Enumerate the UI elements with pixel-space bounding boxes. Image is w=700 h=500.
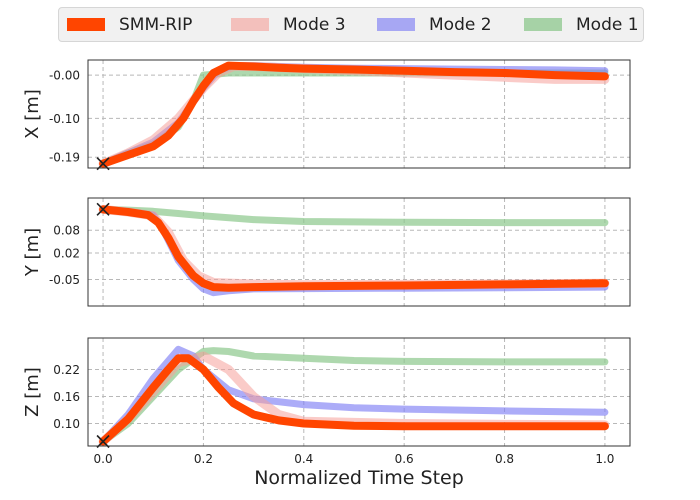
legend-label-smm-rip: SMM-RIP (119, 14, 193, 35)
subplot-y-m-y-tick-label-2: 0.08 (53, 224, 80, 238)
legend-item-mode-1: Mode 1 (524, 8, 639, 41)
subplot-z-m-y-axis-label: Z [m] (22, 367, 43, 417)
subplot-y-m-frame (87, 197, 631, 307)
subplot-y-m-y-tick-label-1: 0.02 (53, 246, 80, 260)
subplot-x-m: -0.19 -0.10 -0.00 X [m] (22, 59, 631, 171)
subplot-z-m-y-tick-label-0: 0.10 (53, 417, 80, 431)
subplot-z-m-series-smm-rip (99, 354, 609, 446)
legend-swatch-mode-2 (377, 18, 415, 31)
x-tick-label-4: 0.8 (495, 452, 514, 466)
subplot-z-m-y-tick-label-2: 0.22 (53, 363, 80, 377)
subplot-x-m-y-tick-label-1: -0.10 (49, 112, 80, 126)
legend-item-mode-3: Mode 3 (231, 8, 346, 41)
legend-label-mode-3: Mode 3 (283, 14, 346, 35)
subplot-z-m-y-tick-label-1: 0.16 (53, 390, 80, 404)
x-tick-label-2: 0.4 (294, 452, 313, 466)
legend-swatch-smm-rip (67, 18, 105, 31)
subplot-y-m-start-marker (96, 202, 110, 216)
legend-item-mode-2: Mode 2 (377, 8, 492, 41)
x-axis-label: Normalized Time Step (254, 467, 464, 489)
x-tick-label-5: 1.0 (595, 452, 614, 466)
subplot-x-m-y-tick-label-2: -0.00 (49, 69, 80, 83)
legend: SMM-RIP Mode 3 Mode 2 Mode 1 (58, 7, 644, 42)
legend-label-mode-2: Mode 2 (429, 14, 492, 35)
subplot-z-m-frame (87, 337, 631, 447)
subplot-z-m-series-mode-2 (99, 345, 609, 445)
legend-swatch-mode-1 (524, 18, 562, 31)
x-tick-label-1: 0.2 (194, 452, 213, 466)
subplot-y-m: -0.05 0.02 0.08 Y [m] (22, 197, 631, 307)
legend-label-mode-1: Mode 1 (576, 14, 639, 35)
subplot-x-m-frame (87, 59, 631, 169)
legend-swatch-mode-3 (231, 18, 269, 31)
subplot-y-m-start-marker-stroke-b (96, 202, 110, 216)
subplot-x-m-y-tick-label-0: -0.19 (49, 151, 80, 165)
subplot-y-m-y-axis-label: Y [m] (22, 228, 43, 277)
subplot-x-m-y-axis-label: X [m] (22, 89, 43, 139)
subplot-y-m-series-smm-rip (99, 205, 609, 292)
subplot-y-m-y-tick-label-0: -0.05 (49, 273, 80, 287)
subplot-z-m: 0.10 0.16 0.22 Z [m] 0.0 0.2 0.4 0.6 0.8 1.0 (22, 337, 631, 466)
x-tick-label-0: 0.0 (94, 452, 113, 466)
subplot-x-m-series-smm-rip (99, 61, 609, 168)
legend-item-smm-rip: SMM-RIP (67, 8, 192, 41)
x-tick-label-3: 0.6 (395, 452, 414, 466)
